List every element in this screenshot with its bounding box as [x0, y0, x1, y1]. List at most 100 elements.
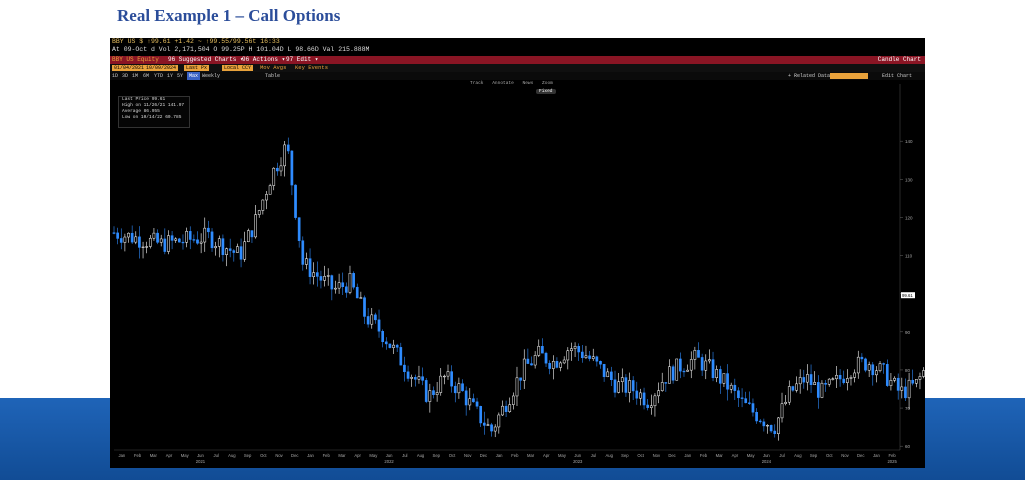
end-date-field[interactable]: 10/09/2024	[144, 65, 179, 71]
candle-body	[515, 377, 519, 397]
y-tick-label: 110	[905, 254, 913, 259]
candle-body	[432, 390, 435, 395]
local-ccy-select[interactable]: Local CCY	[222, 65, 254, 71]
x-tick-label: Jan	[307, 453, 314, 458]
candle-body	[464, 390, 468, 406]
x-tick-label: Apr	[543, 453, 550, 458]
year-label: 2023	[573, 459, 583, 464]
x-tick-label: Nov	[275, 453, 283, 458]
candle-body	[243, 241, 247, 260]
period-ytd[interactable]: YTD	[154, 73, 164, 79]
related-data-field[interactable]	[830, 73, 868, 79]
fixed-toggle[interactable]: Fixed	[536, 89, 556, 94]
start-date-field[interactable]: 01/04/2021	[112, 65, 147, 71]
year-label: 2024	[762, 459, 772, 464]
bloomberg-terminal: BBY US $ ↑99.61 +1.42 ~ ↑99.55/99.56t 16…	[110, 38, 925, 468]
candle-body	[265, 194, 268, 201]
candle-body	[864, 358, 867, 371]
x-tick-label: Apr	[732, 453, 739, 458]
candle-body	[210, 231, 214, 249]
candle-body	[606, 371, 610, 378]
related-data-button[interactable]: + Related Data	[788, 73, 831, 79]
candle-body	[381, 330, 384, 343]
candle-body	[399, 347, 403, 366]
candle-body	[217, 238, 221, 247]
candle-body	[127, 232, 130, 238]
candle-body	[700, 357, 704, 371]
candle-body	[167, 235, 170, 252]
x-tick-label: Jun	[574, 453, 581, 458]
candle-body	[642, 392, 646, 406]
frequency-select[interactable]: Weekly	[202, 73, 221, 79]
quote-line-1: BBY US $ ↑99.61 +1.42 ~ ↑99.55/99.56t 16…	[112, 38, 280, 45]
candle-body	[718, 369, 722, 384]
candle-body	[475, 401, 479, 407]
zoom-toggle[interactable]: Zoom	[542, 81, 553, 86]
candle-body	[468, 398, 472, 406]
candle-body	[653, 395, 657, 407]
y-tick-label: 80	[905, 368, 911, 373]
candle-body	[239, 246, 243, 260]
candle-body	[849, 377, 853, 379]
period-6m[interactable]: 6M	[143, 73, 150, 79]
candle-body	[276, 167, 279, 172]
candle-body	[181, 241, 185, 244]
candle-body	[838, 375, 842, 380]
toolbar: 1D 3D 1M 6M YTD 1Y 5Y Max Weekly Table +…	[110, 72, 925, 80]
candle-body	[747, 402, 751, 404]
candle-body	[261, 199, 265, 211]
suggested-charts-menu[interactable]: 96 Suggested Charts ▾	[168, 56, 244, 63]
period-max[interactable]: Max	[187, 72, 201, 80]
edit-chart-button[interactable]: Edit Chart	[882, 73, 913, 79]
candle-body	[279, 165, 283, 172]
track-toggle[interactable]: Track	[470, 81, 484, 86]
edit-menu[interactable]: 97 Edit ▾	[286, 56, 319, 63]
candle-body	[424, 380, 428, 402]
candle-body	[686, 369, 689, 372]
candle-body	[820, 382, 824, 398]
period-1m[interactable]: 1M	[132, 73, 139, 79]
period-1y[interactable]: 1Y	[167, 73, 174, 79]
annotate-toggle[interactable]: Annotate	[492, 81, 514, 86]
x-tick-label: Jul	[591, 453, 596, 458]
candle-body	[236, 246, 239, 253]
candle-body	[290, 150, 294, 186]
candle-body	[268, 185, 272, 195]
candle-body	[493, 426, 497, 432]
candle-body	[446, 371, 450, 377]
x-tick-label: Dec	[668, 453, 675, 458]
candle-body	[341, 282, 345, 288]
candle-body	[853, 372, 856, 378]
news-toggle[interactable]: News	[522, 81, 534, 86]
last-px-select[interactable]: Last Px	[184, 65, 210, 71]
x-tick-label: May	[558, 453, 567, 458]
legend-average: Average 86.955	[122, 109, 160, 114]
candle-body	[435, 392, 439, 395]
candle-body	[138, 236, 141, 248]
security-label[interactable]: BBY US Equity	[112, 56, 159, 63]
candle-body	[893, 377, 896, 381]
mov-avgs-toggle[interactable]: Mov Avgs	[260, 64, 287, 71]
candle-body	[911, 379, 915, 384]
actions-menu[interactable]: 96 Actions ▾	[242, 56, 286, 63]
key-events-toggle[interactable]: Key Events	[295, 64, 329, 71]
period-5y[interactable]: 5Y	[177, 73, 184, 79]
x-tick-label: Jun	[386, 453, 393, 458]
x-tick-label: May	[747, 453, 756, 458]
candle-body	[896, 377, 900, 391]
candle-body	[453, 385, 457, 394]
candle-body	[486, 424, 490, 426]
period-3d[interactable]: 3D	[122, 73, 129, 79]
x-tick-label: Jul	[779, 453, 784, 458]
candle-body	[773, 430, 777, 434]
period-1d[interactable]: 1D	[112, 73, 119, 79]
candle-body	[185, 231, 188, 243]
x-tick-label: Dec	[857, 453, 864, 458]
price-chart[interactable]: 60708090100110120130140JanFebMarAprMayJu…	[110, 80, 925, 468]
candle-body	[729, 384, 733, 390]
candle-body	[199, 241, 203, 244]
table-button[interactable]: Table	[265, 73, 281, 79]
candle-body	[443, 375, 446, 378]
slide-title: Real Example 1 – Call Options	[117, 6, 341, 25]
candle-body	[856, 356, 860, 374]
